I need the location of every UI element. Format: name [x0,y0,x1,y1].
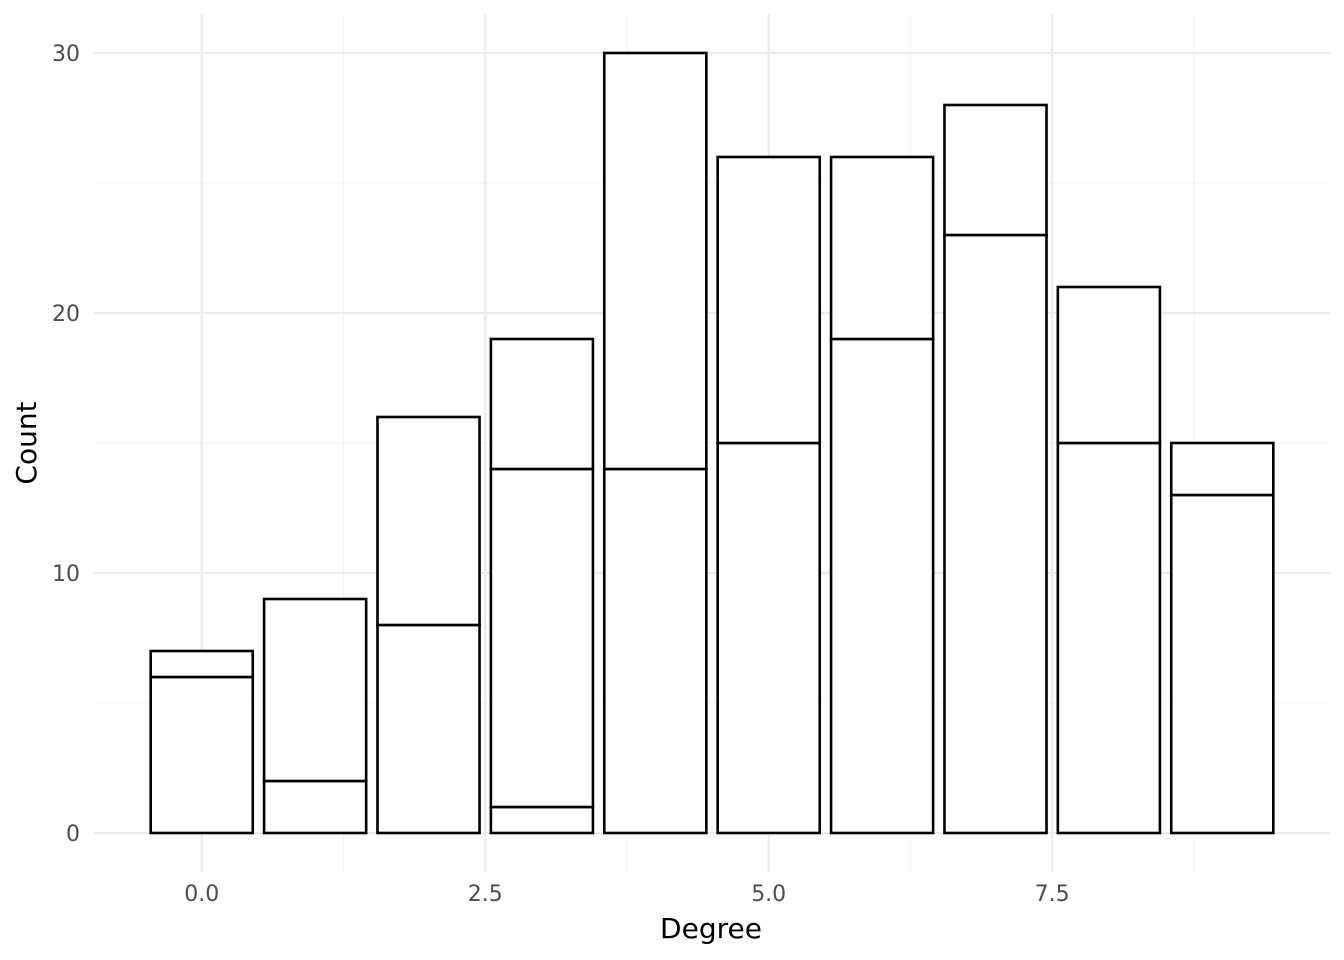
bar-segment-degree-6-layer-3 [829,155,935,341]
bar-segment-degree-9-layer-1 [1169,493,1275,835]
y-tick-label: 10 [52,562,80,587]
bar-segment-degree-4-layer-3 [602,51,708,471]
bar-segment-degree-3-layer-1 [489,805,595,835]
y-tick-label: 30 [52,42,80,67]
bar-segment-degree-0-layer-1 [149,675,255,835]
bar-segment-degree-6-layer-1 [829,337,935,835]
bar-segment-degree-2-layer-3 [376,415,481,627]
bar-segment-degree-3-layer-3 [489,337,595,471]
bar-segment-degree-1-layer-1 [262,779,368,835]
x-tick-label: 2.5 [468,882,503,907]
bar-segment-degree-5-layer-3 [716,155,822,445]
bar-segment-degree-3-layer-2 [489,467,595,809]
bar-segment-degree-0-layer-3 [149,649,255,679]
y-axis-ticks: 0 10 20 30 [52,42,80,847]
bar-segment-degree-7-layer-3 [943,103,1048,237]
x-tick-label: 5.0 [751,882,786,907]
bar-segment-degree-8-layer-3 [1056,285,1162,445]
x-tick-label: 7.5 [1035,882,1070,907]
bar-segment-degree-2-layer-1 [376,623,481,835]
x-axis-ticks: 0.0 2.5 5.0 7.5 [184,882,1069,907]
bars [149,51,1275,835]
x-axis-title: Degree [660,912,762,945]
bar-segment-degree-9-layer-3 [1169,441,1275,497]
bar-segment-degree-5-layer-1 [716,441,822,835]
y-axis-title: Count [10,401,43,484]
bar-segment-degree-7-layer-1 [943,233,1048,835]
x-tick-label: 0.0 [184,882,219,907]
y-tick-label: 20 [52,302,80,327]
bar-segment-degree-1-layer-3 [262,597,368,783]
y-tick-label: 0 [66,822,80,847]
bar-segment-degree-4-layer-1 [602,467,708,835]
bar-segment-degree-8-layer-1 [1056,441,1162,835]
